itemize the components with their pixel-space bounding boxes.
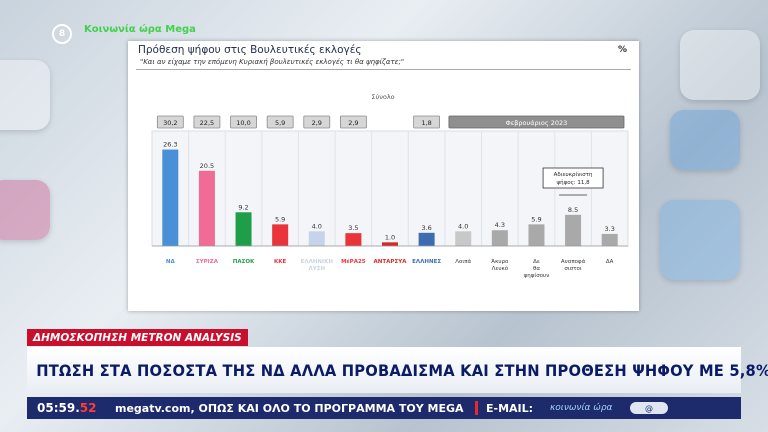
previous-value-box xyxy=(230,115,257,129)
poll-slide: Πρόθεση ψήφου στις Βουλευτικές εκλογές "… xyxy=(128,41,639,311)
background-tile xyxy=(660,200,740,280)
channel-badge-icon: 8 xyxy=(52,24,72,44)
undecided-label: ψήφος: 11,8 xyxy=(556,179,590,186)
background-tile xyxy=(670,110,740,170)
category-label: ψηφίσουν xyxy=(524,272,550,279)
previous-value-box xyxy=(193,115,221,129)
previous-value-box xyxy=(339,115,367,129)
category-label: ΔΑ xyxy=(606,259,614,265)
previous-value-label: 10,0 xyxy=(236,119,250,127)
previous-value-label: 22,5 xyxy=(200,119,214,127)
ticker-separator xyxy=(475,401,478,415)
bar-value-label: 4.0 xyxy=(312,222,322,230)
previous-value-label: 5,9 xyxy=(275,119,285,127)
bar-value-label: 26.3 xyxy=(163,141,177,149)
bar-value-label: 3.5 xyxy=(348,224,358,232)
bar-Άκυρο-Λευκό xyxy=(491,230,508,246)
category-label: Άκυρο xyxy=(491,258,509,265)
bar-Δε θα ψηφίσουν xyxy=(528,224,545,246)
category-label: ΕΛΛΗΝΕΣ xyxy=(412,259,441,265)
bar-ΠΑΣΟΚ xyxy=(235,212,252,246)
background-tile xyxy=(0,180,50,240)
total-label: Σύνολο xyxy=(371,93,394,101)
previous-value-label: 2,9 xyxy=(312,119,322,127)
bar-value-label: 8.5 xyxy=(568,206,578,214)
bar-ΚΚΕ xyxy=(272,224,289,246)
bar-value-label: 3.6 xyxy=(421,224,431,232)
background-tile xyxy=(0,60,50,130)
bar-value-label: 1.0 xyxy=(385,233,395,241)
previous-value-box xyxy=(156,115,184,129)
category-label: Λοιπά xyxy=(455,258,471,265)
bar-value-label: 20.5 xyxy=(200,162,214,170)
undecided-label: Αδιευκρίνιστη xyxy=(554,171,593,178)
bar-ΣΥΡΙΖΑ xyxy=(198,170,215,246)
clock-seconds: 52 xyxy=(79,401,97,415)
channel-logo: Κοινωνία ώρα Mega xyxy=(84,24,196,35)
undecided-box xyxy=(542,167,604,189)
news-ticker: 05:59.52 megatv.com, ΟΠΩΣ ΚΑΙ ΟΛΟ ΤΟ ΠΡΟ… xyxy=(27,397,741,419)
bar-ΑΝΤΑΡΣΥΑ xyxy=(382,242,398,246)
bar-value-label: 4.3 xyxy=(495,221,505,229)
category-label: Λευκό xyxy=(492,265,509,272)
bar-Αναποφάσιστοι xyxy=(565,214,582,246)
reference-period-label: Φεβρουάριος 2023 xyxy=(506,119,568,127)
ticker-text: megatv.com, ΟΠΩΣ ΚΑΙ ΟΛΟ ΤΟ ΠΡΟΓΡΑΜΜΑ ΤΟ… xyxy=(115,401,464,415)
previous-value-label: 1,8 xyxy=(421,119,431,127)
bar-ΔΑ xyxy=(601,233,618,246)
divider xyxy=(136,69,631,70)
bar-value-label: 9.2 xyxy=(238,203,248,211)
reference-period-box xyxy=(448,115,625,129)
headline-bar: ΠΤΩΣΗ ΣΤΑ ΠΟΣΟΣΤΑ ΤΗΣ ΝΔ ΑΛΛΑ ΠΡΟΒΑΔΙΣΜΑ… xyxy=(27,347,768,393)
previous-value-label: 30,2 xyxy=(163,119,177,127)
bar-Έλληνες xyxy=(418,232,435,246)
bar-ΜέΡΑ25 xyxy=(345,233,362,246)
slide-subtitle: "Και αν είχαμε την επόμενη Κυριακή βουλε… xyxy=(140,58,405,66)
category-label: Αναποφά xyxy=(561,258,586,265)
bar-value-label: 4.0 xyxy=(458,222,468,230)
category-label: ΝΔ xyxy=(166,259,176,265)
category-label: ΚΚΕ xyxy=(274,259,287,265)
poll-source-tag: ΔΗΜΟΣΚΟΠΗΣΗ METRON ANALYSIS xyxy=(27,329,248,346)
vote-intention-chart: Σύνολο 30,2 22,5 10,0 5,9 2,9 2,9 1,8 Φεβρουάριο… xyxy=(151,93,629,279)
email-icon: @ xyxy=(630,402,668,414)
previous-value-box xyxy=(303,115,331,129)
category-label: θα xyxy=(533,266,540,272)
bar-value-label: 5.9 xyxy=(531,215,541,223)
category-label: Δε xyxy=(533,259,540,265)
headline: ΠΤΩΣΗ ΣΤΑ ΠΟΣΟΣΤΑ ΤΗΣ ΝΔ ΑΛΛΑ ΠΡΟΒΑΔΙΣΜΑ… xyxy=(36,360,768,380)
ticker-brand: κοινωνία ώρα xyxy=(550,403,613,413)
bar-ΝΔ xyxy=(162,149,179,246)
plot-area xyxy=(151,130,629,247)
category-label: ΕΛΛΗΝΙΚΗ xyxy=(301,259,334,265)
slide-title: Πρόθεση ψήφου στις Βουλευτικές εκλογές xyxy=(138,44,362,56)
bar-value-label: 3.3 xyxy=(605,225,615,233)
category-label: ΑΝΤΑΡΣΥΑ xyxy=(374,259,408,265)
previous-value-box xyxy=(413,115,441,129)
ticker-email-label: E-MAIL: xyxy=(486,401,534,415)
percent-symbol: % xyxy=(617,45,627,55)
previous-value-label: 2,9 xyxy=(348,119,358,127)
clock: 05:59.52 xyxy=(37,401,97,415)
category-label: ΜέΡΑ25 xyxy=(341,258,366,265)
category-label: ΛΥΣΗ xyxy=(308,266,325,272)
category-label: ΣΥΡΙΖΑ xyxy=(196,259,219,265)
clock-time: 05:59 xyxy=(37,401,76,415)
previous-value-box xyxy=(266,115,294,129)
category-label: σιστοι xyxy=(564,266,582,272)
background-tile xyxy=(680,30,760,100)
bar-value-label: 5.9 xyxy=(275,215,285,223)
category-label: ΠΑΣΟΚ xyxy=(233,259,255,265)
bar-Λοιπά xyxy=(455,231,472,246)
bar-Ελληνική Λύση xyxy=(308,231,325,246)
